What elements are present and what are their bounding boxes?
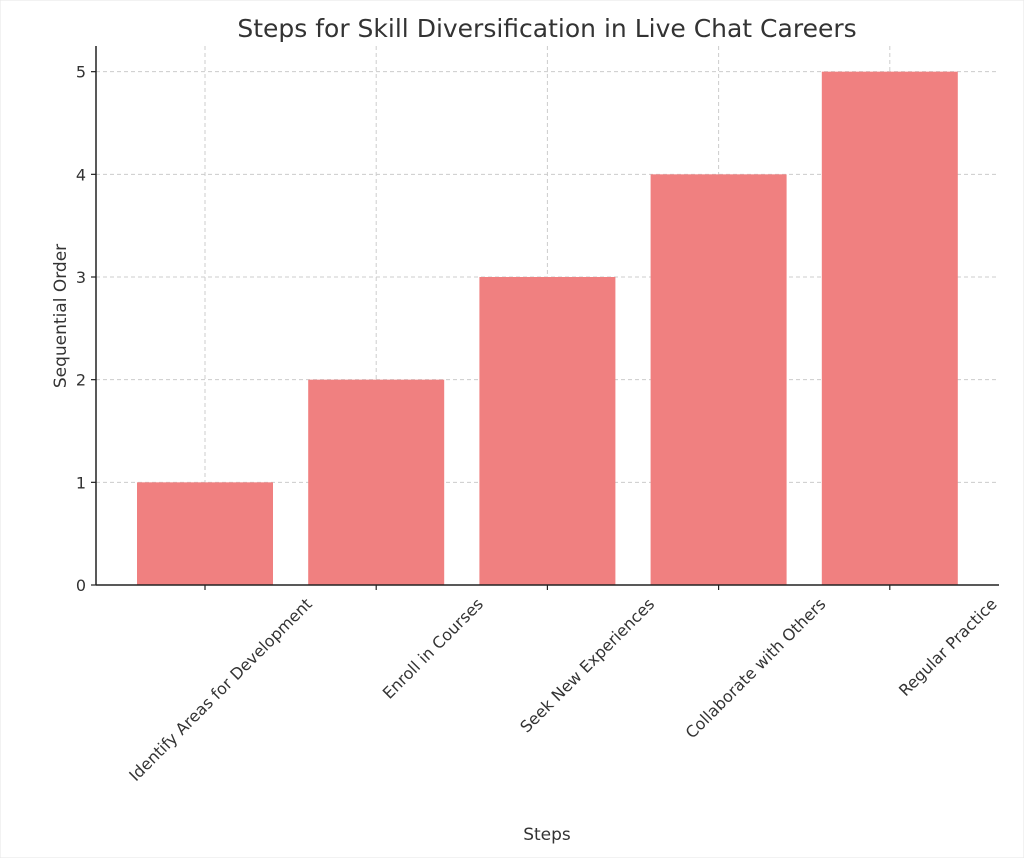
y-tick-label: 1 [76,473,86,492]
y-axis-label: Sequential Order [51,244,71,388]
y-tick-label: 0 [76,576,86,595]
chart-title: Steps for Skill Diversification in Live … [237,14,856,43]
bar [479,277,616,585]
bar [137,482,273,585]
bar [650,174,787,586]
y-tick-label: 5 [76,63,86,82]
y-tick-label: 2 [76,371,86,390]
x-axis-label: Steps [523,825,571,845]
bars-layer [137,71,958,586]
y-tick-label: 4 [76,165,86,184]
bar [821,71,958,585]
bar [308,379,445,585]
y-tick-label: 3 [76,268,86,287]
